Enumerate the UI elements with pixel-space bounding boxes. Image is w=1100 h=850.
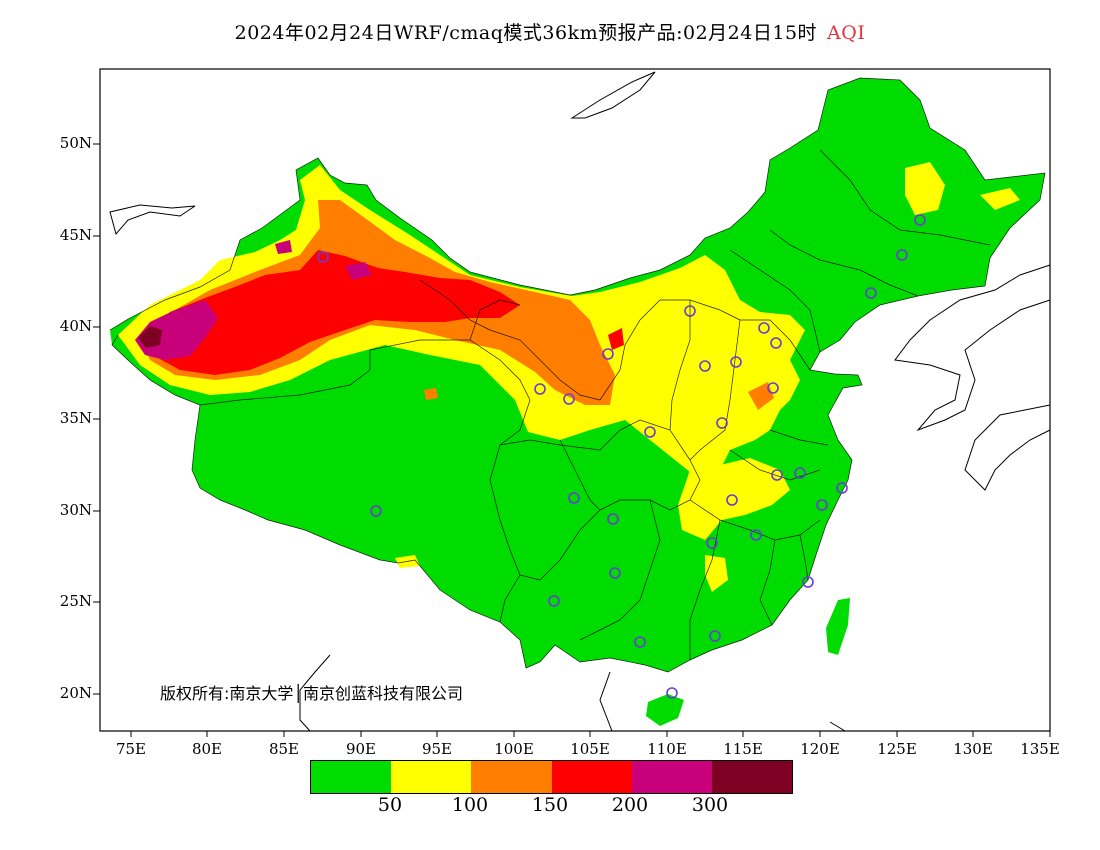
legend-swatch-unhealthy — [551, 761, 632, 793]
station-marker — [709, 630, 721, 642]
station-marker — [794, 467, 806, 479]
station-marker — [699, 360, 711, 372]
station-marker — [716, 417, 728, 429]
station-marker — [706, 537, 718, 549]
legend-swatch-moderate — [391, 761, 472, 793]
y-tick-label: 30N — [59, 501, 92, 519]
hazardous-zone — [138, 326, 162, 348]
x-tick-label: 110E — [647, 740, 687, 758]
moderate-zone-northeast — [905, 162, 945, 215]
moderate-zone-east — [678, 458, 790, 540]
title-variable: AQI — [827, 22, 866, 44]
province-boundaries — [109, 77, 1046, 673]
station-marker — [370, 505, 382, 517]
station-marker — [730, 356, 742, 368]
legend-level-label: 300 — [691, 794, 729, 816]
x-tick-label: 90E — [345, 740, 377, 758]
station-marker — [726, 494, 738, 506]
station-marker — [896, 249, 908, 261]
legend-level-label: 100 — [451, 794, 489, 816]
station-marker — [836, 482, 848, 494]
coastlines — [109, 71, 1051, 732]
y-tick-marks — [93, 143, 100, 695]
color-legend — [310, 760, 793, 794]
aqi-fill — [110, 78, 1045, 726]
station-marker — [563, 393, 575, 405]
x-tick-label: 95E — [421, 740, 453, 758]
legend-swatch-hazardous — [711, 761, 793, 793]
legend-swatch-very-unhealthy — [631, 761, 712, 793]
unhealthy-spot-ningxia — [608, 328, 624, 350]
y-tick-label: 25N — [59, 592, 92, 610]
legend-level-label: 50 — [377, 794, 403, 816]
taiwan-island — [826, 598, 850, 655]
station-marker — [816, 499, 828, 511]
station-marker — [758, 322, 770, 334]
station-marker — [607, 513, 619, 525]
moderate-zone-northeast-2 — [980, 188, 1020, 210]
station-markers — [317, 214, 926, 699]
x-tick-label: 120E — [800, 740, 840, 758]
y-tick-label: 35N — [59, 409, 92, 427]
x-tick-marks — [130, 731, 1051, 737]
legend-swatch-good — [311, 761, 392, 793]
station-marker — [802, 576, 814, 588]
legend-swatch-usg — [471, 761, 552, 793]
unhealthy-zone — [140, 250, 520, 375]
x-tick-label: 85E — [268, 740, 300, 758]
station-marker — [634, 636, 646, 648]
y-tick-label: 50N — [59, 134, 92, 152]
copyright-text: 版权所有:南京大学│南京创蓝科技有限公司 — [160, 684, 464, 703]
station-marker — [767, 382, 779, 394]
station-marker — [771, 469, 783, 481]
station-marker — [317, 251, 329, 263]
station-marker — [609, 567, 621, 579]
very-unhealthy-spot-2 — [275, 240, 292, 254]
station-marker — [684, 305, 696, 317]
station-marker — [914, 214, 926, 226]
x-tick-label: 105E — [570, 740, 610, 758]
station-marker — [534, 383, 546, 395]
hainan-island — [646, 694, 684, 726]
x-tick-label: 80E — [191, 740, 223, 758]
title-text: 2024年02月24日WRF/cmaq模式36km预报产品:02月24日15时 — [234, 22, 818, 44]
usg-spot-xinjiang — [424, 388, 438, 400]
moderate-zone-south — [705, 555, 728, 592]
legend-level-label: 200 — [611, 794, 649, 816]
station-marker — [568, 492, 580, 504]
y-tick-label: 45N — [59, 226, 92, 244]
very-unhealthy-spot-1 — [345, 262, 372, 280]
x-tick-label: 125E — [877, 740, 917, 758]
station-marker — [666, 687, 678, 699]
y-tick-label: 40N — [59, 317, 92, 335]
legend-level-label: 150 — [531, 794, 569, 816]
station-marker — [644, 426, 656, 438]
station-marker — [548, 595, 560, 607]
map-title: 2024年02月24日WRF/cmaq模式36km预报产品:02月24日15时 A… — [0, 18, 1100, 45]
station-marker — [770, 337, 782, 349]
station-marker — [602, 348, 614, 360]
x-tick-label: 135E — [1020, 740, 1060, 758]
station-marker — [865, 287, 877, 299]
station-marker — [750, 529, 762, 541]
x-tick-label: 100E — [494, 740, 534, 758]
x-tick-label: 75E — [115, 740, 147, 758]
y-tick-label: 20N — [59, 684, 92, 702]
x-tick-label: 130E — [953, 740, 993, 758]
x-tick-label: 115E — [723, 740, 763, 758]
